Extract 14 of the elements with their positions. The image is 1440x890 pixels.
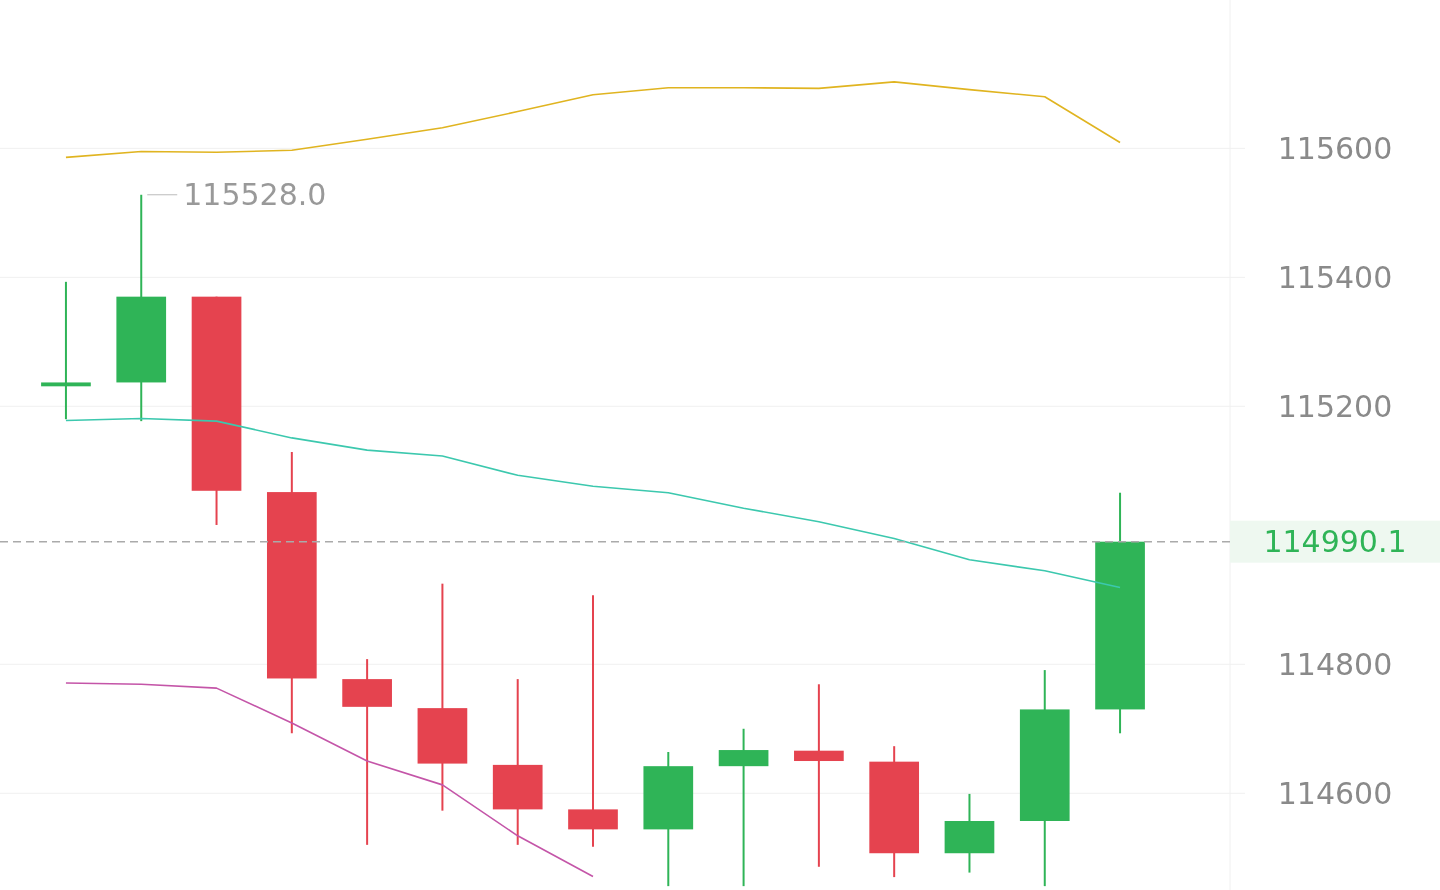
candlestick	[718, 727, 769, 888]
candlestick	[568, 594, 618, 848]
line-series	[65, 682, 594, 878]
line-series	[65, 417, 1121, 589]
y-tick-label: 115200	[1277, 388, 1393, 424]
ref-line-label: 114990.1	[1263, 524, 1407, 560]
line-series	[65, 81, 1121, 159]
y-tick-label: 114800	[1277, 646, 1393, 682]
candlestick	[794, 683, 844, 868]
candlestick	[41, 280, 91, 421]
y-tick-label: 115400	[1277, 259, 1393, 295]
y-tick-label: 115600	[1277, 130, 1393, 166]
y-tick-label: 114600	[1277, 775, 1393, 811]
annotation: 115528.0	[183, 177, 327, 213]
